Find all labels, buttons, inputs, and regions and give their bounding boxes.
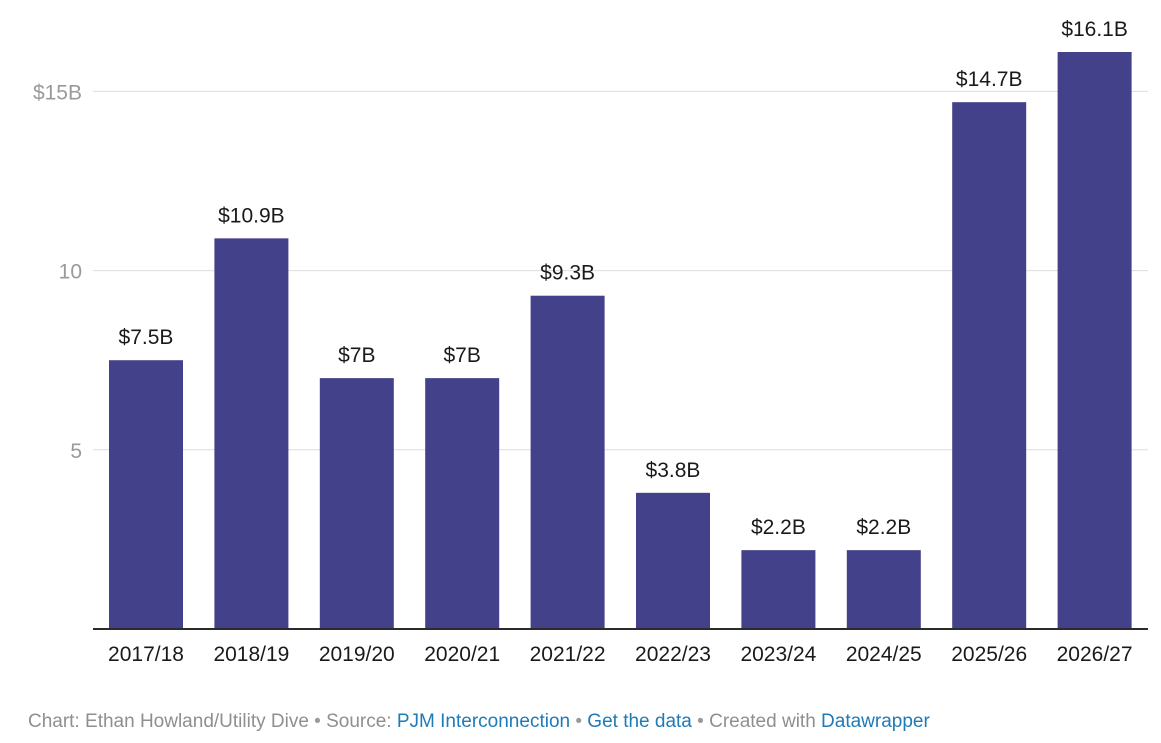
bar — [636, 492, 710, 629]
data-label: $7B — [338, 344, 375, 367]
bar — [109, 360, 183, 629]
chart-credit: Chart: Ethan Howland/Utility Dive — [28, 711, 309, 732]
data-label: $7.5B — [119, 326, 174, 349]
separator: • — [697, 711, 704, 732]
data-label: $3.8B — [646, 459, 701, 482]
x-tick-label: 2025/26 — [951, 643, 1027, 666]
chart-footer: Chart: Ethan Howland/Utility Dive • Sour… — [28, 711, 930, 733]
y-tick-label: 5 — [70, 440, 82, 463]
data-label: $16.1B — [1061, 18, 1128, 41]
bar-chart: 5 10 $15B $7.5B $10.9B $7B $7B $9.3B $3.8B $2.2B… — [33, 18, 1148, 666]
y-tick-label: 10 — [59, 261, 82, 284]
get-the-data-link[interactable]: Get the data — [587, 711, 692, 732]
bar — [530, 295, 605, 629]
bar — [846, 550, 921, 629]
bar — [319, 378, 394, 629]
bar-layer — [109, 52, 1132, 630]
data-label: $9.3B — [540, 262, 595, 285]
bar — [952, 102, 1027, 630]
bar — [214, 238, 289, 630]
y-tick-label: $15B — [33, 81, 82, 104]
x-tick-label: 2017/18 — [108, 643, 184, 666]
data-label: $10.9B — [218, 204, 285, 227]
x-tick-label: 2021/22 — [530, 643, 606, 666]
x-tick-label: 2022/23 — [635, 643, 711, 666]
x-tick-label: 2020/21 — [424, 643, 500, 666]
x-axis-labels: 2017/18 2018/19 2019/20 2020/21 2021/22 2022/… — [108, 643, 1133, 666]
bar — [425, 378, 500, 629]
data-label: $14.7B — [956, 68, 1023, 91]
separator: • — [575, 711, 583, 732]
data-label: $2.2B — [856, 516, 911, 539]
x-tick-label: 2018/19 — [213, 643, 289, 666]
x-tick-label: 2024/25 — [846, 643, 922, 666]
source-link[interactable]: PJM Interconnection — [396, 711, 571, 732]
bar — [1057, 52, 1132, 629]
data-label: $7B — [444, 344, 481, 367]
x-tick-label: 2023/24 — [740, 643, 816, 666]
separator: • — [314, 711, 321, 732]
x-tick-label: 2026/27 — [1057, 643, 1133, 666]
datawrapper-link[interactable]: Datawrapper — [821, 711, 930, 732]
label-layer: $7.5B $10.9B $7B $7B $9.3B $3.8B $2.2B $2.2B $14… — [119, 18, 1128, 539]
source-prefix: Source: — [326, 711, 392, 732]
created-with-text: Created with — [709, 711, 816, 732]
x-tick-label: 2019/20 — [319, 643, 395, 666]
bar — [741, 550, 816, 629]
data-label: $2.2B — [751, 516, 806, 539]
